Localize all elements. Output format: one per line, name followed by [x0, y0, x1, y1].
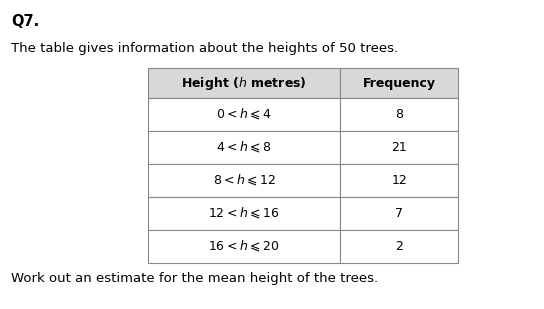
- Text: 7: 7: [395, 207, 403, 220]
- Text: $4 < h \leqslant 8$: $4 < h \leqslant 8$: [217, 140, 272, 155]
- Text: Frequency: Frequency: [363, 77, 436, 90]
- Text: 8: 8: [395, 108, 403, 121]
- Bar: [340, 68, 458, 98]
- Bar: [148, 164, 340, 197]
- Text: Work out an estimate for the mean height of the trees.: Work out an estimate for the mean height…: [11, 272, 378, 285]
- Bar: [148, 131, 340, 164]
- Text: $12 < h \leqslant 16$: $12 < h \leqslant 16$: [208, 206, 280, 221]
- Bar: [340, 230, 458, 263]
- Text: $16 < h \leqslant 20$: $16 < h \leqslant 20$: [208, 239, 280, 254]
- Text: $0 < h \leqslant 4$: $0 < h \leqslant 4$: [216, 107, 272, 122]
- Bar: [148, 98, 340, 131]
- Bar: [340, 131, 458, 164]
- Bar: [340, 197, 458, 230]
- Text: Height ($h$ metres): Height ($h$ metres): [181, 74, 307, 91]
- Bar: [148, 197, 340, 230]
- Text: Q7.: Q7.: [11, 14, 39, 29]
- Text: 2: 2: [395, 240, 403, 253]
- Text: The table gives information about the heights of 50 trees.: The table gives information about the he…: [11, 42, 398, 55]
- Text: $8 < h \leqslant 12$: $8 < h \leqslant 12$: [213, 173, 276, 188]
- Bar: [340, 164, 458, 197]
- Text: 21: 21: [391, 141, 407, 154]
- Bar: [340, 98, 458, 131]
- Bar: [148, 230, 340, 263]
- Bar: [148, 68, 340, 98]
- Text: 12: 12: [391, 174, 407, 187]
